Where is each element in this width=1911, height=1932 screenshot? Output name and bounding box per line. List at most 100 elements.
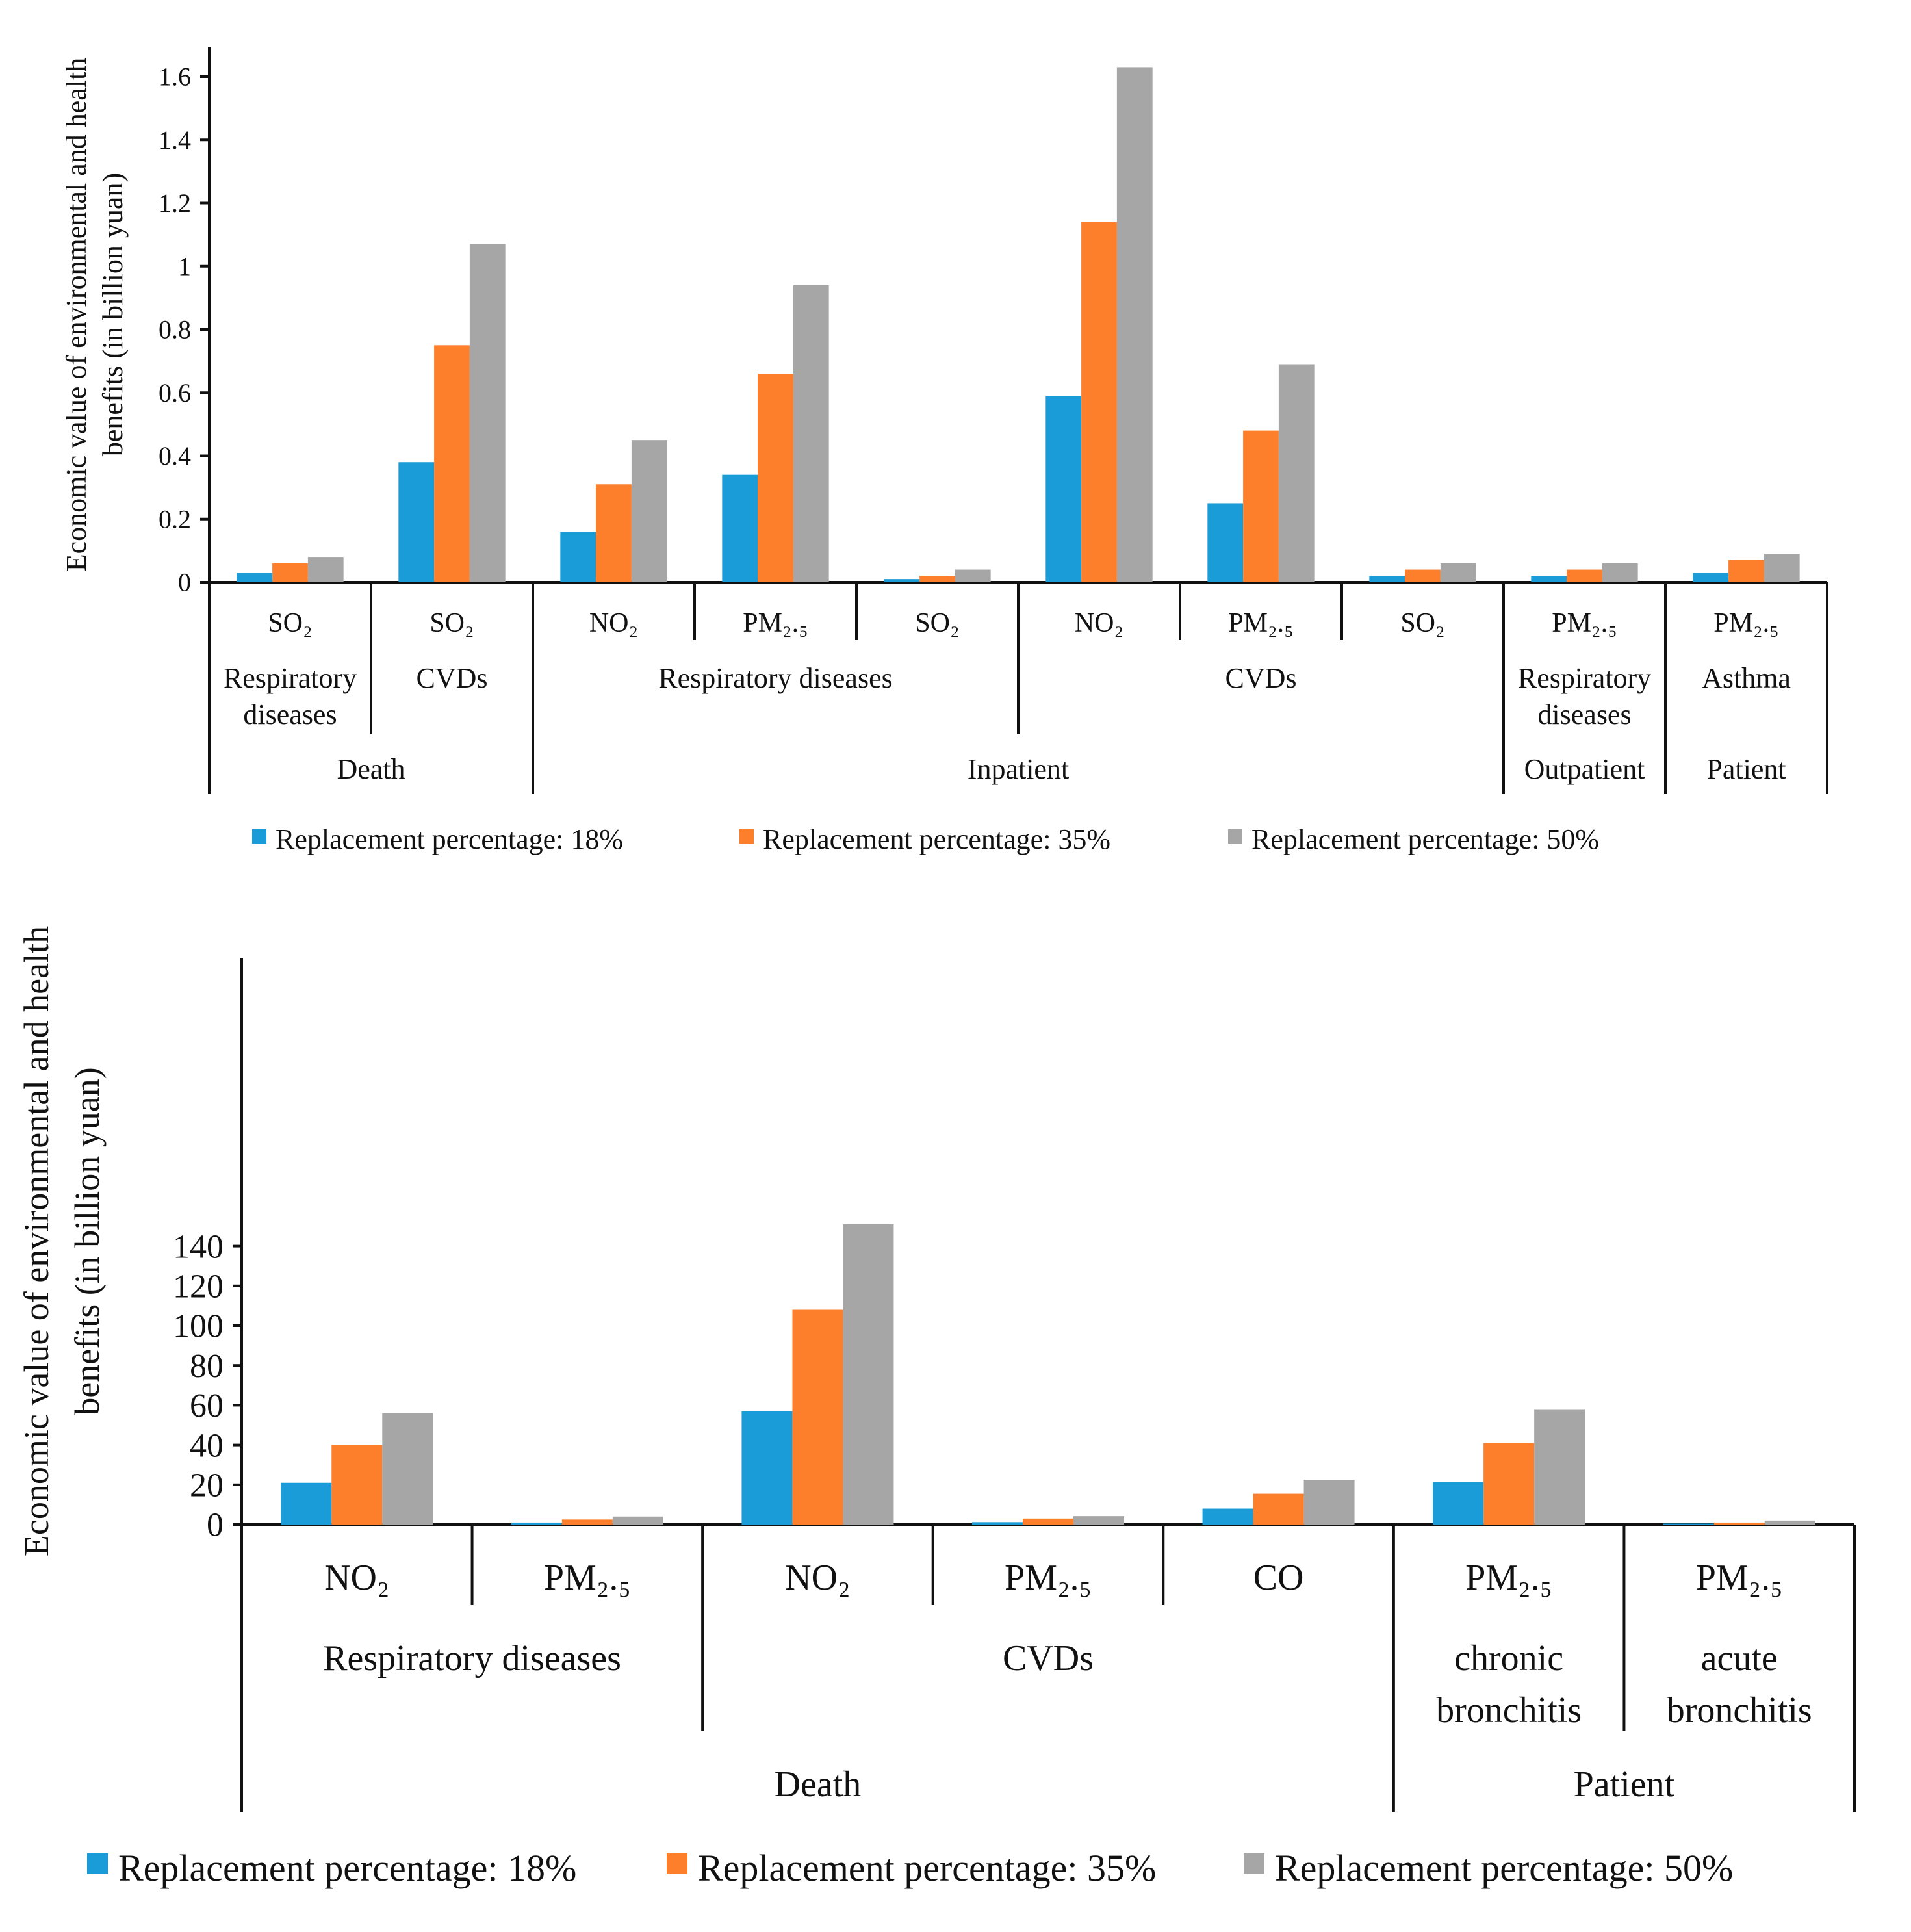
disease-label: Respiratory diseases bbox=[658, 662, 892, 694]
group-label: Patient bbox=[1574, 1764, 1675, 1805]
legend-label-3: Replacement percentage: 50% bbox=[1251, 823, 1599, 855]
y-tick-label: 1.2 bbox=[159, 188, 191, 218]
bar-series-3-cat-2 bbox=[469, 244, 506, 582]
legend-label-2: Replacement percentage: 35% bbox=[763, 823, 1110, 855]
y-tick-label: 0.2 bbox=[159, 504, 191, 534]
disease-label: bronchitis bbox=[1667, 1690, 1812, 1731]
bar-series-3-cat-5 bbox=[1303, 1480, 1355, 1525]
bar-series-1-cat-10 bbox=[1693, 573, 1729, 582]
pollutant-label: PM₂.₅ bbox=[1465, 1558, 1552, 1598]
pollutant-label: SO₂ bbox=[1400, 608, 1444, 638]
bar-series-1-cat-2 bbox=[511, 1522, 562, 1525]
bar-series-1-cat-5 bbox=[884, 579, 920, 582]
pollutant-label: PM₂.₅ bbox=[1552, 608, 1617, 638]
bar-series-3-cat-5 bbox=[955, 569, 991, 582]
bar-series-2-cat-10 bbox=[1728, 560, 1764, 582]
y-tick-label: 60 bbox=[190, 1387, 224, 1424]
bar-series-3-cat-3 bbox=[843, 1224, 894, 1525]
disease-label: Respiratory bbox=[224, 662, 357, 694]
bar-series-3-cat-6 bbox=[1116, 67, 1153, 583]
y-tick-label: 1 bbox=[178, 251, 191, 281]
y-tick-label: 0 bbox=[207, 1507, 224, 1544]
pollutant-label: NO₂ bbox=[324, 1558, 389, 1598]
legend-swatch-1 bbox=[252, 829, 266, 844]
y-tick-label: 0.4 bbox=[159, 441, 191, 470]
disease-label: chronic bbox=[1454, 1638, 1563, 1679]
pollutant-label: PM₂.₅ bbox=[1713, 608, 1779, 638]
y-tick-label: 140 bbox=[173, 1228, 224, 1265]
bar-series-3-cat-2 bbox=[612, 1516, 663, 1525]
y-tick-label: 100 bbox=[173, 1308, 224, 1345]
pollutant-label: SO₂ bbox=[430, 608, 474, 638]
disease-label: Respiratory diseases bbox=[323, 1638, 621, 1679]
bar-series-1-cat-8 bbox=[1369, 576, 1405, 582]
pollutant-label: SO₂ bbox=[268, 608, 312, 638]
top-chart: 0 0.2 0.4 0.6 0.8 1 1.2 1.4 1.6 Economic value of… bbox=[60, 47, 1828, 794]
legend-swatch-1 bbox=[87, 1853, 108, 1874]
disease-label: Respiratory bbox=[1518, 662, 1651, 694]
bar-series-2-cat-7 bbox=[1243, 430, 1279, 582]
pollutant-label: NO₂ bbox=[785, 1558, 850, 1598]
disease-label: CVDs bbox=[1003, 1638, 1094, 1679]
bar-series-2-cat-1 bbox=[331, 1445, 383, 1525]
bar-series-2-cat-4 bbox=[1022, 1518, 1074, 1525]
bar-series-2-cat-2 bbox=[561, 1519, 613, 1525]
group-label: Outpatient bbox=[1524, 753, 1645, 785]
bar-series-1-cat-3 bbox=[741, 1411, 793, 1525]
disease-label: diseases bbox=[1537, 699, 1631, 730]
legend-swatch-3 bbox=[1228, 829, 1242, 844]
pollutant-label: NO₂ bbox=[1075, 608, 1123, 638]
y-axis-title-line-2: benefits (in billion yuan) bbox=[68, 1067, 107, 1415]
y-tick-label: 20 bbox=[190, 1467, 224, 1504]
bar-series-2-cat-3 bbox=[792, 1309, 843, 1525]
y-axis-title-line-2: benefits (in billion yuan) bbox=[97, 173, 129, 456]
bar-series-3-cat-4 bbox=[793, 285, 829, 582]
bar-series-3-cat-1 bbox=[382, 1413, 433, 1525]
y-tick-label: 0.6 bbox=[159, 378, 191, 407]
bar-series-2-cat-5 bbox=[1253, 1493, 1304, 1525]
bar-series-1-cat-4 bbox=[971, 1522, 1023, 1525]
bar-series-2-cat-5 bbox=[919, 576, 955, 582]
legend-label-1: Replacement percentage: 18% bbox=[118, 1847, 576, 1889]
legend-swatch-2 bbox=[667, 1853, 687, 1874]
y-tick-label: 0 bbox=[178, 568, 191, 597]
bar-series-1-cat-7 bbox=[1207, 503, 1244, 582]
y-tick-label: 0.8 bbox=[159, 315, 191, 344]
legend-label-1: Replacement percentage: 18% bbox=[276, 823, 623, 855]
bottom-chart-legend: Replacement percentage: 18% Replacement p… bbox=[87, 1847, 1733, 1889]
bar-series-3-cat-4 bbox=[1073, 1516, 1125, 1525]
bar-series-1-cat-9 bbox=[1531, 576, 1567, 582]
bar-series-1-cat-6 bbox=[1045, 396, 1082, 582]
pollutant-label: CO bbox=[1253, 1558, 1304, 1598]
group-label: Patient bbox=[1706, 753, 1786, 785]
disease-label: CVDs bbox=[416, 662, 487, 694]
disease-label: acute bbox=[1701, 1638, 1778, 1679]
pollutant-label: PM₂.₅ bbox=[1696, 1558, 1783, 1598]
bar-series-3-cat-6 bbox=[1534, 1409, 1585, 1525]
top-chart-legend: Replacement percentage: 18% Replacement p… bbox=[252, 823, 1599, 855]
bar-series-1-cat-4 bbox=[722, 474, 758, 582]
pollutant-label: PM₂.₅ bbox=[1005, 1558, 1092, 1598]
y-axis-title-line-1: Economic value of environmental and heal… bbox=[17, 926, 56, 1556]
bar-series-1-cat-1 bbox=[281, 1482, 332, 1525]
pollutant-label: NO₂ bbox=[589, 608, 638, 638]
y-tick-label: 80 bbox=[190, 1348, 224, 1385]
bar-series-3-cat-7 bbox=[1278, 364, 1315, 582]
bar-series-3-cat-1 bbox=[307, 557, 344, 582]
bar-series-2-cat-1 bbox=[272, 563, 308, 582]
bar-series-2-cat-8 bbox=[1405, 569, 1441, 582]
pollutant-label: PM₂.₅ bbox=[743, 608, 808, 638]
bar-series-1-cat-6 bbox=[1433, 1482, 1484, 1525]
group-label: Death bbox=[337, 753, 405, 785]
pollutant-label: SO₂ bbox=[915, 608, 959, 638]
bar-series-2-cat-3 bbox=[596, 484, 632, 582]
disease-label: diseases bbox=[243, 699, 337, 730]
group-label: Death bbox=[775, 1764, 862, 1805]
pollutant-label: PM₂.₅ bbox=[544, 1558, 631, 1598]
bar-series-1-cat-1 bbox=[237, 573, 273, 582]
bar-series-3-cat-10 bbox=[1764, 554, 1800, 582]
bar-series-3-cat-3 bbox=[631, 440, 667, 582]
y-tick-label: 40 bbox=[190, 1427, 224, 1464]
